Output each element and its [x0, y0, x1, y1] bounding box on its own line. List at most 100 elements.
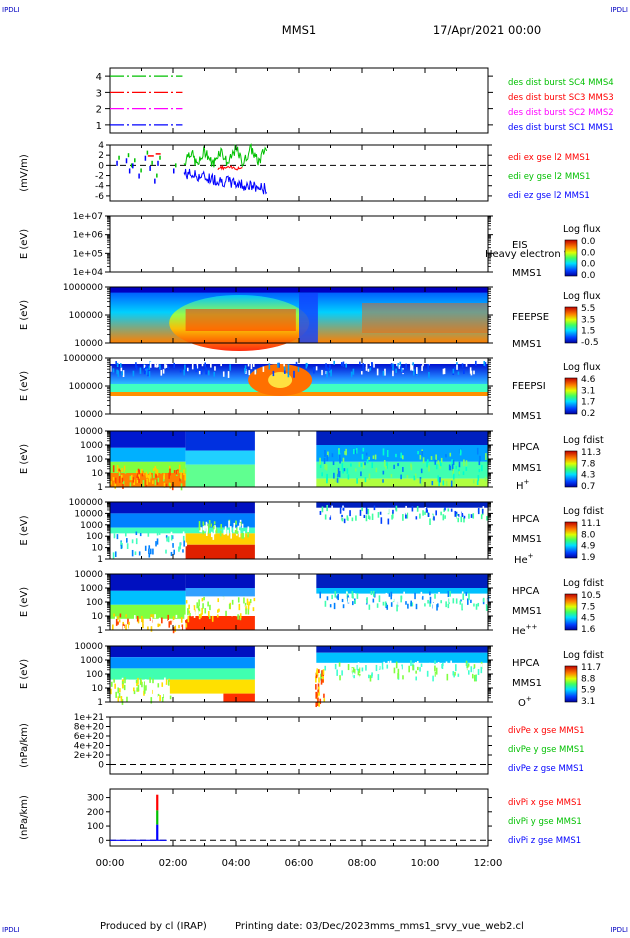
hpca_h-speckle	[364, 477, 367, 483]
hpca_h-speckle	[355, 448, 358, 454]
hpca_h-speckle	[145, 471, 148, 477]
colorbar	[564, 239, 578, 277]
hpca_he1-speckle	[179, 542, 181, 550]
hpca_h-speckle	[175, 469, 178, 475]
hpca_he2-speckle	[225, 610, 227, 617]
colorbar-tick-label: 0.7	[581, 482, 595, 492]
hpca_he2-speckle	[161, 617, 163, 624]
panel-label: MMS1	[512, 411, 542, 422]
date-title: 17/Apr/2021 00:00	[433, 23, 541, 37]
y-axis-label: (nPa/km)	[19, 795, 30, 840]
hpca_he2-speckle	[245, 606, 247, 611]
feepsi-speckle	[369, 362, 372, 367]
hpca_he2-speckle	[370, 590, 373, 596]
hpca_he1-speckle	[477, 508, 480, 515]
hpca_o-heatmap	[223, 693, 255, 702]
hpca_h-speckle	[452, 459, 455, 465]
y-tick-label: 10	[92, 684, 104, 694]
hpca_o-speckle	[157, 693, 160, 698]
y-tick-label: 10	[92, 469, 104, 479]
hpca_he2-speckle	[384, 601, 387, 607]
hpca_he2-speckle	[468, 593, 470, 601]
hpca_h-speckle	[347, 474, 350, 480]
legend-entry: des dist burst SC3 MMS3	[508, 93, 614, 103]
colorbar-tick-label: 4.9	[581, 542, 596, 552]
hpca_he1-speckle	[123, 548, 125, 554]
hpca_he2-speckle	[405, 601, 407, 605]
hpca_h-speckle	[481, 464, 483, 472]
hpca_o-speckle	[415, 670, 417, 674]
hpca_h-speckle	[382, 479, 384, 483]
hpca_he1-speckle	[329, 509, 331, 515]
hpca_he2-speckle	[232, 609, 234, 615]
hpca_h-speckle	[324, 463, 327, 470]
hpca_o-speckle	[464, 676, 467, 683]
feepsi-speckle	[422, 361, 424, 367]
hpca_he2-speckle	[200, 613, 202, 618]
colorbar	[564, 450, 578, 488]
hpca_h-speckle	[452, 468, 455, 476]
hpca_o-speckle	[158, 695, 160, 701]
hpca_he2-speckle	[378, 595, 381, 603]
hpca_he2-speckle	[341, 598, 344, 603]
feepsi-speckle	[367, 368, 370, 372]
y-axis-label: E (eV)	[19, 515, 30, 545]
hpca_o-speckle	[457, 673, 460, 677]
hpca_he1-speckle	[170, 531, 173, 538]
hpca_o-speckle	[402, 675, 404, 680]
hpca_he1-speckle	[165, 535, 168, 539]
hpca_he2-speckle	[115, 618, 118, 626]
y-tick-label: 1	[97, 698, 103, 708]
feepsi-speckle	[365, 361, 368, 368]
hpca_he2-speckle	[235, 612, 238, 617]
hpca_o-speckle	[124, 677, 126, 684]
colorbar	[564, 306, 578, 344]
hpca_o-speckle	[467, 670, 470, 675]
hpca_he2-speckle	[117, 621, 119, 625]
panel-label: MMS1	[512, 268, 542, 279]
hpca_h-speckle	[458, 471, 461, 475]
hpca_o-speckle	[315, 672, 318, 679]
colorbar-tick-label: 1.7	[581, 398, 595, 408]
hpca_o-speckle	[368, 674, 370, 679]
hpca_he1-speckle	[347, 518, 350, 525]
feepsi-speckle	[213, 371, 216, 377]
hpca_he2-speckle	[342, 604, 345, 609]
hpca_o-speckle	[467, 663, 470, 667]
hpca_he2-heatmap	[185, 588, 255, 597]
hpca_he2-speckle	[207, 611, 210, 617]
feepsi-speckle	[371, 362, 373, 369]
hpca_o-speckle	[383, 661, 385, 668]
colorbar-tick-label: 10.5	[581, 591, 601, 601]
feepsi-speckle	[395, 368, 397, 373]
hpca_he2-heatmap	[316, 588, 488, 594]
feepsi-speckle	[116, 369, 118, 375]
hpca_o-speckle	[161, 693, 164, 700]
hpca_he1-speckle	[424, 506, 427, 512]
hpca_he2-speckle	[392, 597, 394, 602]
hpca_h-speckle	[451, 464, 454, 471]
hpca_h-speckle	[463, 459, 465, 467]
feepsi-speckle	[313, 366, 315, 374]
hpca_o-speckle	[452, 663, 455, 670]
hpca_he1-speckle	[395, 505, 398, 512]
hpca_he1-speckle	[343, 518, 346, 524]
hpca_h-speckle	[417, 450, 419, 455]
hpca_o-speckle	[322, 669, 325, 675]
hpca_o-speckle	[357, 662, 360, 669]
feepsi-speckle	[369, 367, 372, 371]
hpca_he1-speckle	[148, 553, 151, 558]
hpca_h-speckle	[121, 468, 123, 472]
hpca_he1-speckle	[406, 512, 409, 519]
hpca_he1-speckle	[400, 511, 402, 517]
hpca_he1-heatmap	[110, 527, 255, 534]
hpca_he2-speckle	[351, 591, 354, 598]
hpca_he2-speckle	[429, 591, 431, 596]
hpca_he1-speckle	[363, 514, 366, 519]
hpca_he2-speckle	[138, 621, 140, 626]
hpca_h-speckle	[448, 464, 451, 471]
hpca_o-speckle	[118, 692, 121, 699]
hpca_o-speckle	[460, 673, 463, 678]
hpca_h-speckle	[178, 464, 181, 470]
hpca_o-speckle	[146, 684, 149, 691]
